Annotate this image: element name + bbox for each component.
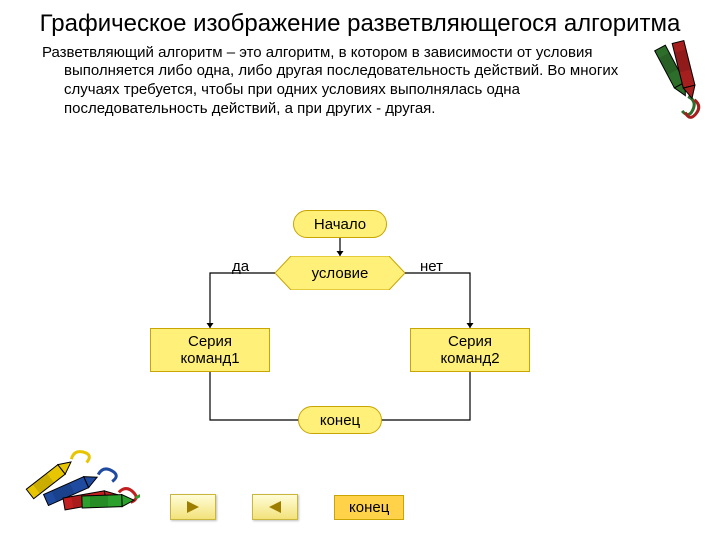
- node-series1-label: Серия команд1: [157, 333, 263, 367]
- crayon-decoration-bottom-left: [20, 430, 140, 520]
- nav-bar: конец: [170, 494, 404, 520]
- intro-paragraph: Разветвляющий алгоритм – это алгоритм, в…: [22, 38, 720, 119]
- node-series2-label: Серия команд2: [417, 333, 523, 367]
- node-end: конец: [298, 406, 382, 434]
- node-condition-label: условие: [312, 265, 369, 282]
- page-title: Графическое изображение разветвляющегося…: [0, 0, 720, 38]
- next-button[interactable]: [170, 494, 216, 520]
- triangle-right-icon: [185, 500, 201, 514]
- node-series2: Серия команд2: [410, 328, 530, 372]
- node-end-label: конец: [320, 412, 360, 429]
- prev-button[interactable]: [252, 494, 298, 520]
- flowchart: Начало условие Серия команд1 Серия коман…: [130, 210, 560, 450]
- triangle-left-icon: [267, 500, 283, 514]
- node-start: Начало: [293, 210, 387, 238]
- edge-label-no: нет: [420, 258, 443, 275]
- crayon-decoration-top-right: [652, 28, 712, 158]
- end-button[interactable]: конец: [334, 495, 404, 520]
- end-button-label: конец: [349, 499, 389, 516]
- edge-label-yes: да: [232, 258, 249, 275]
- node-series1: Серия команд1: [150, 328, 270, 372]
- node-condition: условие: [275, 256, 405, 290]
- node-start-label: Начало: [314, 216, 366, 233]
